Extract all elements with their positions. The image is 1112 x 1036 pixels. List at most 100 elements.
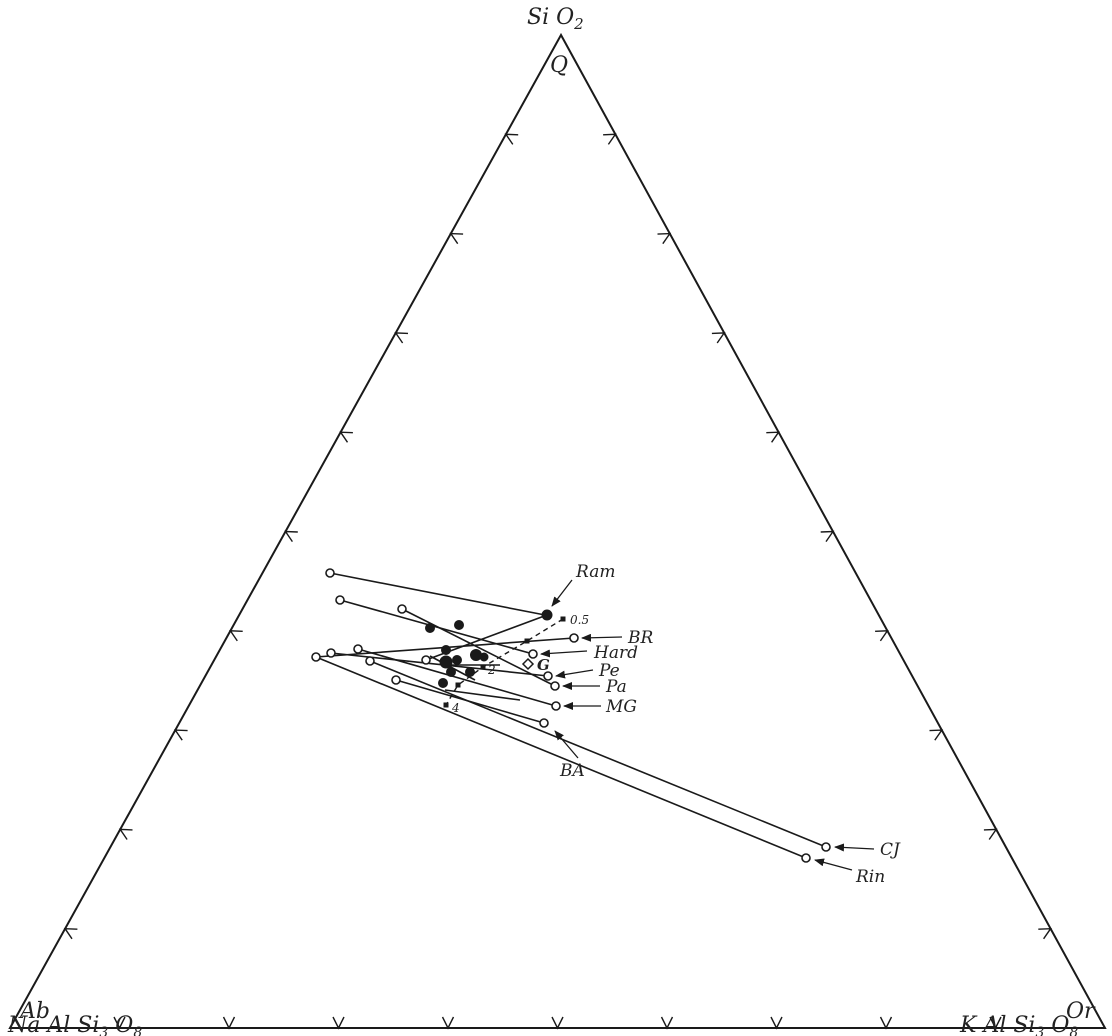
open-point-br (569, 633, 579, 643)
label-arrows (540, 579, 875, 871)
label-4: 4 (451, 701, 460, 715)
tick-mark (983, 828, 998, 840)
solid-point (441, 645, 451, 655)
square-markers (443, 616, 566, 708)
tick-mark (551, 1016, 564, 1030)
open-point (397, 604, 407, 614)
open-point-pa (550, 681, 560, 691)
open-point (365, 656, 375, 666)
open-point (311, 652, 321, 662)
square-marker (524, 638, 530, 644)
arrow-pe (555, 669, 594, 679)
label-hard: Hard (593, 643, 638, 663)
open-point (421, 655, 431, 665)
tick-marks (63, 133, 1052, 1030)
open-point (325, 568, 335, 578)
tie-line-rin (315, 656, 807, 859)
tie-line-pe (330, 652, 549, 677)
label-br: BR (627, 628, 653, 648)
open-point (326, 648, 336, 658)
solid-point-ram (541, 609, 553, 621)
solid-point (465, 667, 475, 677)
label-ba: BA (559, 761, 585, 781)
open-point (335, 595, 345, 605)
solid-point (425, 623, 435, 633)
tick-mark (173, 729, 188, 741)
open-circles (311, 568, 831, 863)
solid-point (479, 652, 489, 662)
tick-mark (929, 729, 944, 741)
tick-mark (284, 530, 298, 542)
open-point-pe (543, 671, 553, 681)
open-point-rin (801, 853, 811, 863)
tick-mark (879, 1016, 893, 1030)
tick-mark (222, 1016, 236, 1030)
tick-mark (113, 1016, 126, 1030)
tick-mark (332, 1016, 345, 1030)
label-ram: Ram (575, 562, 615, 582)
square-marker-0.5 (560, 616, 566, 622)
arrow-br (581, 633, 623, 642)
solid-point (446, 667, 456, 677)
vertex-right-letter: Or (1066, 999, 1096, 1024)
open-diamond-g (521, 657, 535, 671)
tick-mark (339, 431, 353, 443)
open-point-ba (539, 718, 549, 728)
ternary-triangle (8, 32, 1107, 1029)
label-cj: CJ (880, 840, 901, 860)
arrow-hard (540, 649, 588, 658)
tie-line-mg (357, 648, 557, 707)
label-mg: MG (605, 697, 637, 717)
label-rin: Rin (855, 867, 885, 887)
label-pe: Pe (598, 661, 620, 681)
tick-mark (229, 630, 243, 642)
tie-line-ram-1 (329, 572, 546, 616)
arrow-ram (551, 579, 573, 607)
solid-point (470, 649, 482, 661)
tick-mark (875, 630, 889, 642)
solid-point (438, 678, 448, 688)
tick-mark (660, 1016, 674, 1030)
open-point-mg (551, 701, 561, 711)
open-point (391, 675, 401, 685)
solid-point (452, 655, 462, 665)
solid-point (439, 655, 453, 669)
tick-mark (394, 332, 409, 344)
square-marker-2 (480, 664, 486, 670)
vertex-left-formula: Na Al Si3 O8 (7, 1013, 142, 1036)
vertex-top-formula: Si O2 (527, 5, 584, 33)
open-point (353, 644, 363, 654)
tick-mark (766, 431, 780, 443)
arrow-ba (554, 730, 579, 759)
tick-mark (504, 133, 519, 145)
tick-mark (1038, 927, 1052, 940)
open-point-hard (528, 649, 538, 659)
vertex-left-letter: Ab (18, 999, 50, 1024)
tick-mark (989, 1016, 1002, 1030)
square-marker (455, 682, 461, 688)
tick-mark (449, 232, 464, 245)
tie-line-cj (369, 660, 827, 848)
solid-point (454, 620, 464, 630)
vertex-top-letter: Q (550, 53, 568, 78)
label-g: G (537, 656, 550, 674)
arrow-cj (834, 843, 875, 852)
tick-mark (63, 927, 78, 940)
tick-mark (603, 133, 617, 145)
square-marker-4 (443, 702, 449, 708)
tick-mark (770, 1016, 783, 1030)
label-2: 2 (487, 663, 496, 677)
tick-mark (118, 828, 133, 840)
vertex-right-formula: K Al Si3 O8 (959, 1013, 1078, 1036)
solid-circles (425, 609, 553, 688)
label-0-5: 0.5 (570, 613, 589, 627)
arrow-rin (814, 858, 853, 871)
open-point-cj (821, 842, 831, 852)
tie-line-inner-2 (444, 689, 521, 701)
tie-line-pa (401, 608, 556, 687)
tick-mark (711, 332, 726, 344)
label-pa: Pa (605, 677, 627, 697)
tick-mark (657, 232, 672, 245)
